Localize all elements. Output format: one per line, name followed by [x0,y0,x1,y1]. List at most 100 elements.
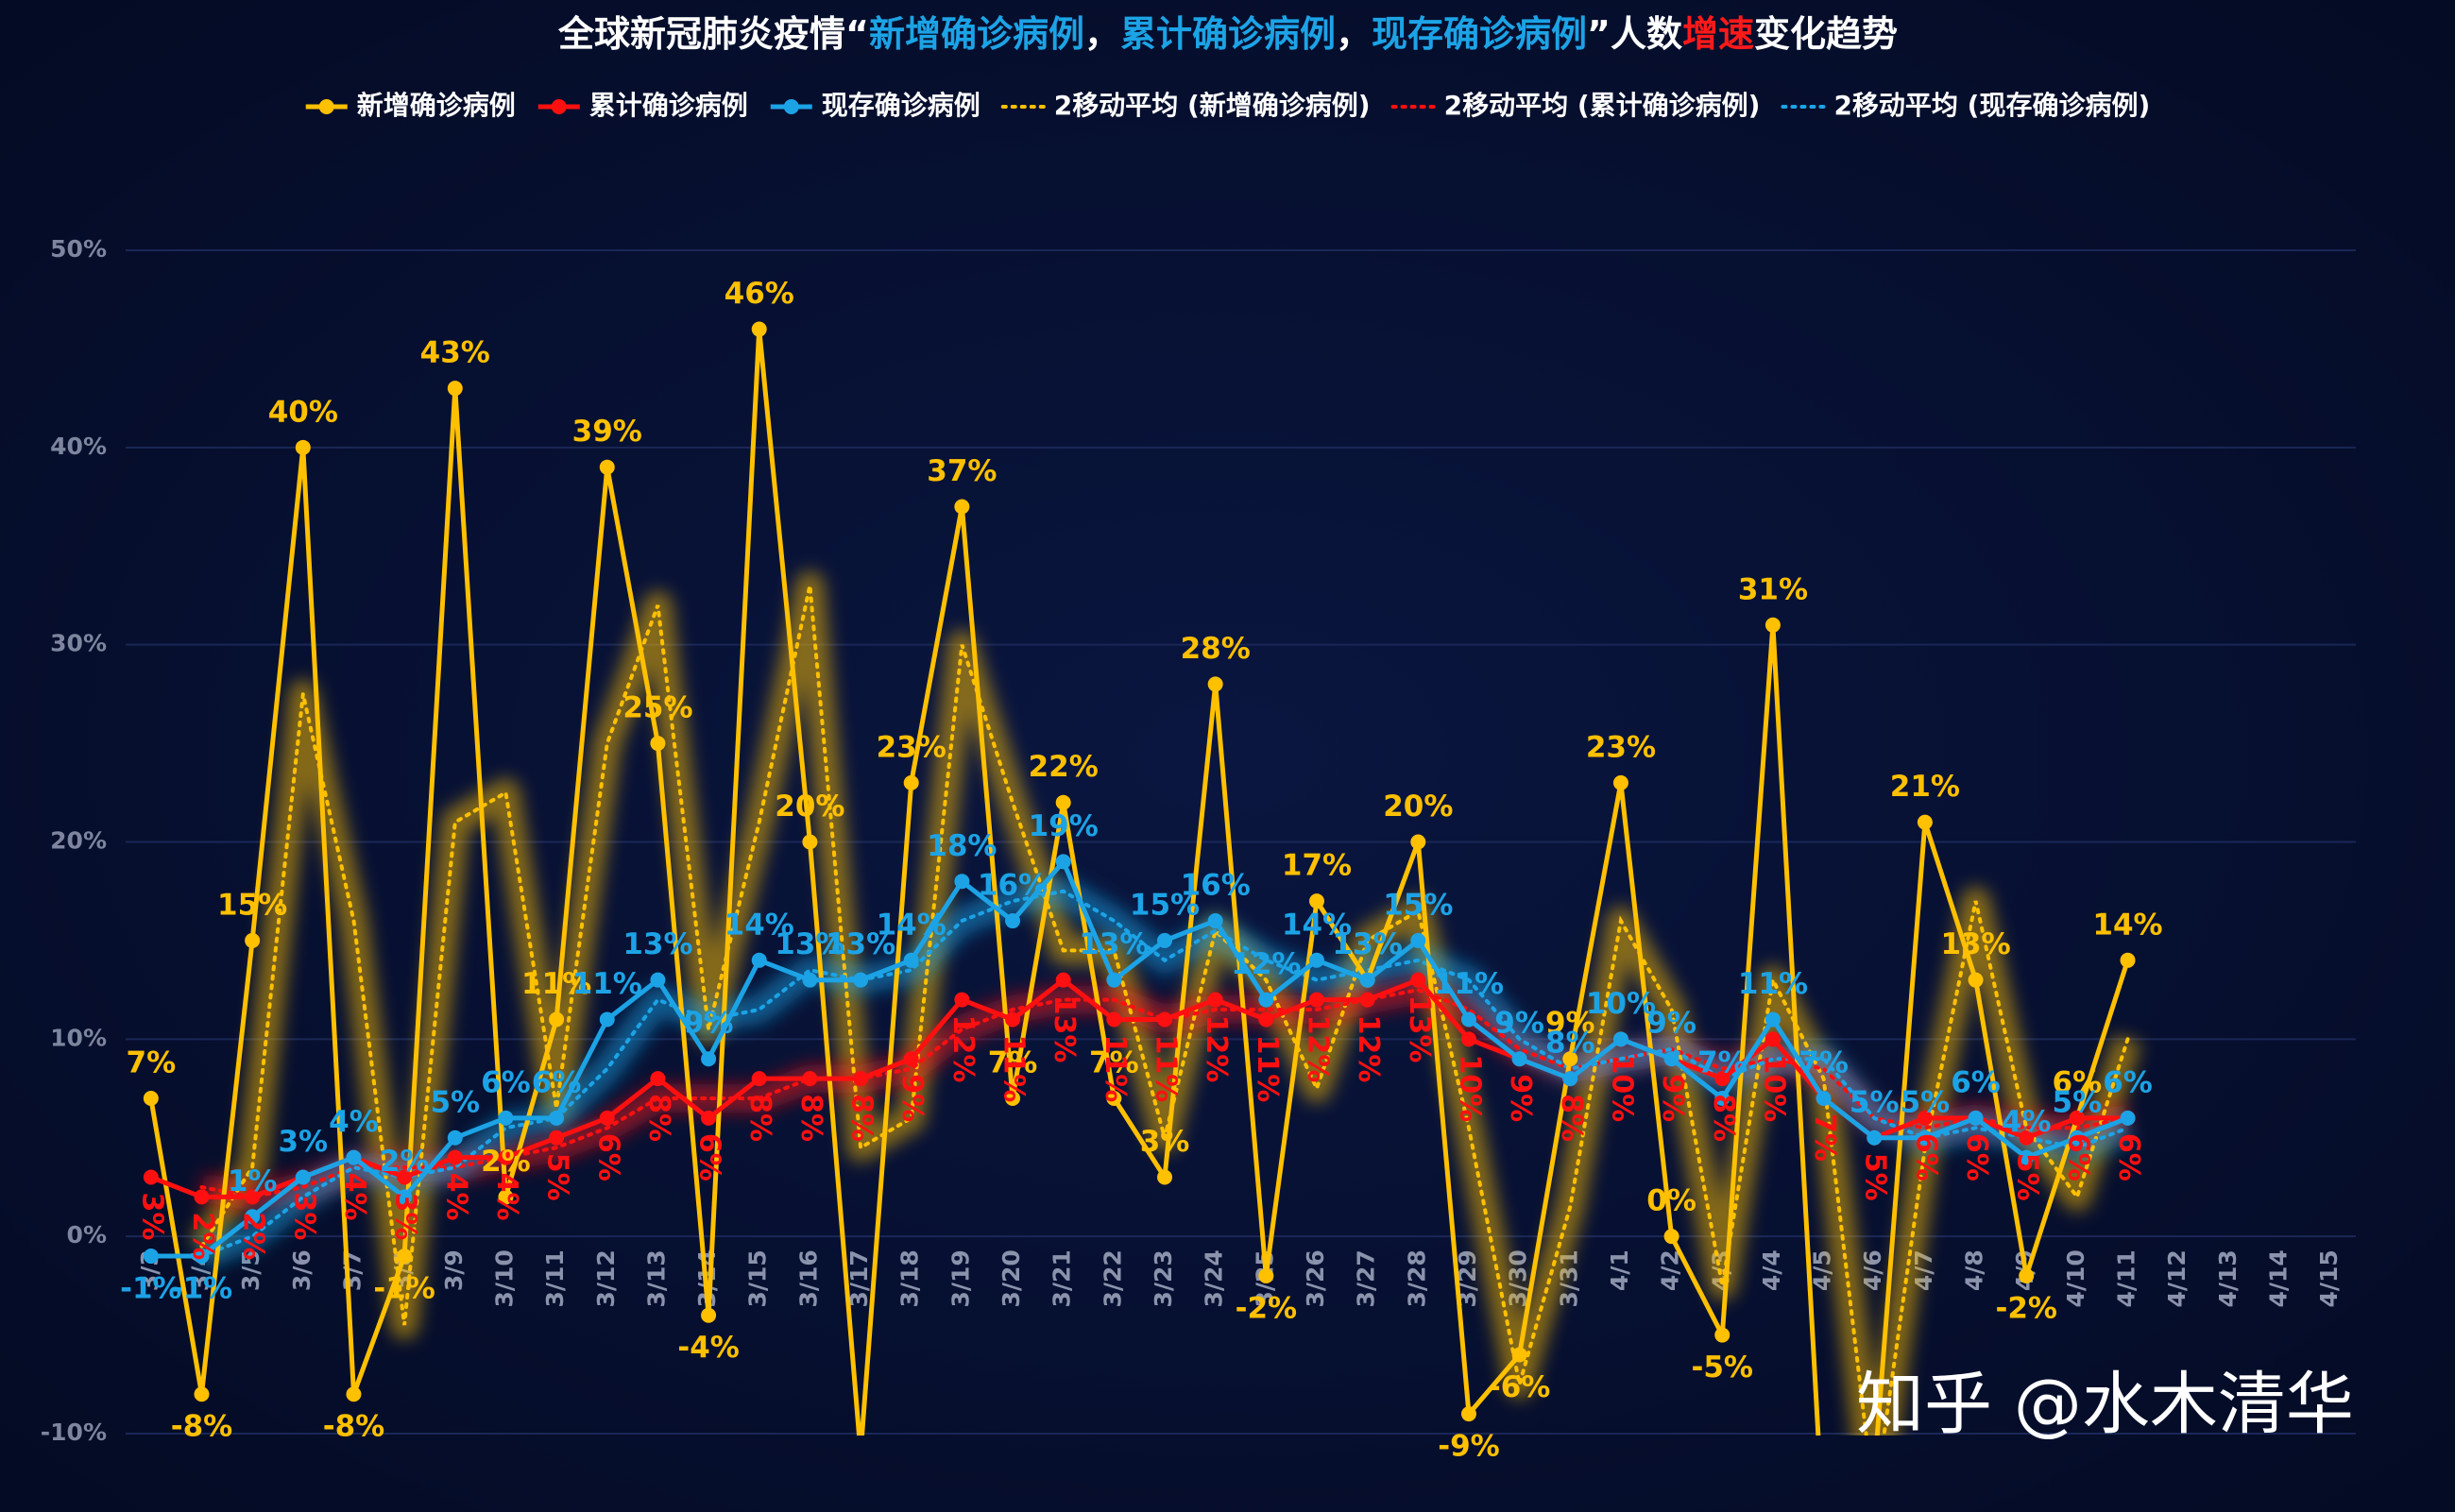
data-label: 7% [1799,1045,1849,1079]
x-tick-label: 3/21 [1048,1249,1076,1307]
data-label: 9% [1494,1007,1544,1041]
x-tick-label: 4/6 [1859,1249,1886,1291]
point [650,736,666,752]
x-tick-label: 3/28 [1403,1249,1430,1307]
point [1511,1051,1527,1067]
x-tick-label: 3/5 [237,1249,264,1291]
data-label: 17% [1282,849,1352,883]
data-label: -2% [1995,1291,2057,1325]
x-tick-label: 4/1 [1606,1249,1633,1291]
point [1106,972,1122,988]
data-label: 6% [2103,1065,2153,1099]
x-tick-label: 3/20 [997,1249,1025,1307]
legend-label: 2移动平均 (累计确诊病例) [1444,90,1761,121]
point [194,1249,210,1265]
data-label: 14% [1282,908,1352,942]
y-tick-label: 0% [67,1221,107,1249]
point [1867,1130,1883,1146]
data-label: 12% [1200,1015,1233,1083]
legend-label: 累计确诊病例 [589,90,748,121]
data-label: 37% [927,454,997,488]
point [1968,1110,1984,1126]
point [1714,1071,1730,1087]
data-label: 6% [1960,1133,1993,1181]
point [498,1110,514,1126]
data-label: -5% [1692,1351,1754,1385]
data-label: 20% [1383,790,1453,824]
data-label: 9% [1504,1074,1537,1122]
data-label: 13% [1079,927,1149,961]
data-label: 13% [1940,927,2010,961]
data-label: 7% [988,1045,1038,1079]
data-label: 23% [1586,730,1656,764]
x-tick-label: 4/8 [1961,1249,1988,1291]
data-label: 11% [1150,1034,1183,1102]
point [701,1051,717,1067]
point [1460,1031,1476,1047]
point [1157,1011,1173,1028]
x-tick-label: 3/26 [1302,1249,1329,1307]
point [1106,1090,1122,1106]
data-label: 10% [1605,1054,1638,1122]
point [903,1051,919,1067]
point [650,972,666,988]
point [1612,774,1628,790]
data-label: 12% [1231,947,1301,981]
point [1410,972,1426,988]
plot-area [143,321,2141,1436]
data-label: 8% [642,1094,675,1142]
point [853,972,869,988]
data-label: -9% [1438,1430,1500,1464]
data-label: 46% [725,277,794,311]
data-label: 13% [1333,927,1403,961]
x-tick-label: 3/23 [1150,1249,1177,1307]
point [245,1209,261,1225]
point [954,992,970,1008]
point [549,1011,565,1028]
point [1460,1406,1476,1422]
data-label: 23% [877,730,946,764]
point [143,1249,159,1265]
data-label: 12% [946,1015,980,1083]
x-tick-label: 3/7 [338,1249,366,1291]
point [549,1110,565,1126]
x-tick-label: 4/15 [2315,1249,2343,1307]
data-labels: 7% -8% 15% 40% -8% -1% 43% 2% 11% 39% 25% -4% 46% 20%… [120,277,2163,1464]
point [397,1169,413,1185]
point [245,932,261,948]
point [1207,992,1223,1008]
legend-item: 2移动平均 (累计确诊病例) [1390,90,1761,121]
data-label: 9% [1656,1074,1689,1122]
data-label: 6% [1909,1133,1942,1181]
point [954,874,970,890]
data-label: 19% [1029,809,1099,843]
point [2120,952,2136,968]
point [1410,932,1426,948]
data-label: 4% [2002,1105,2052,1139]
point [701,1307,717,1323]
data-label: 2% [380,1145,430,1179]
data-label: 14% [2092,908,2162,942]
data-label: 1% [228,1164,278,1198]
point [1663,1051,1679,1067]
point [1055,972,1071,988]
data-label: 3% [287,1193,320,1241]
point [397,1249,413,1265]
data-label: 13% [1333,927,1403,961]
data-label: 14% [877,908,946,942]
legend-marker [783,99,799,114]
data-label: 7% [1089,1045,1139,1079]
x-tick-label: 3/11 [541,1249,569,1307]
point [1005,913,1021,929]
title-segment: ”人数 [1587,13,1682,55]
legend-marker [551,99,567,114]
chart-title: 全球新冠肺炎疫情“新增确诊病例，累计确诊病例，现存确诊病例”人数增速变化趋势 [557,13,1898,55]
point [853,1071,869,1087]
point [599,459,615,475]
data-label: 3% [278,1125,328,1159]
data-label: 16% [978,869,1048,903]
trend-line [199,889,2130,1258]
legend-label: 2移动平均 (现存确诊病例) [1833,90,2150,121]
